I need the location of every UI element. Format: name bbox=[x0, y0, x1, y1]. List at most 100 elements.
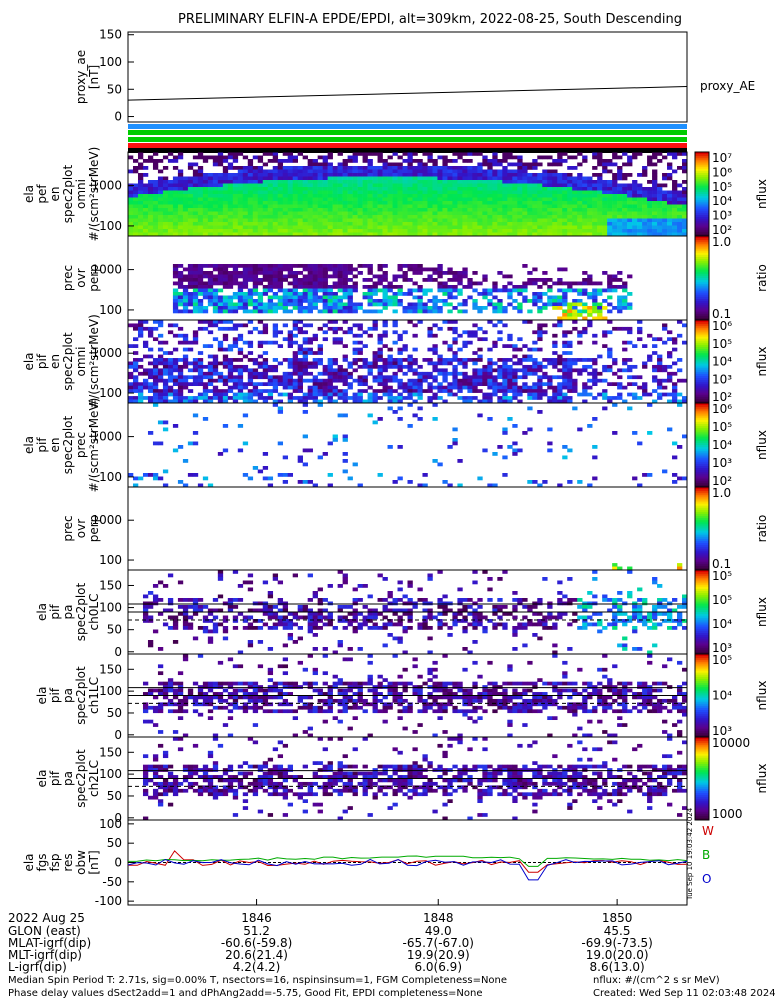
heatmap-cell bbox=[332, 225, 338, 230]
heatmap-cell bbox=[617, 566, 623, 571]
heatmap-cell bbox=[357, 302, 363, 307]
heatmap-cell bbox=[137, 323, 144, 328]
heatmap-cell bbox=[477, 476, 483, 481]
heatmap-cell bbox=[382, 375, 388, 380]
heatmap-cell bbox=[197, 378, 204, 383]
heatmap-cell bbox=[157, 218, 164, 223]
heatmap-cell bbox=[202, 396, 209, 400]
heatmap-cell bbox=[492, 452, 498, 456]
heatmap-cell bbox=[442, 399, 448, 404]
heatmap-cell bbox=[587, 232, 593, 237]
heatmap-cell bbox=[242, 285, 249, 289]
heatmap-cell bbox=[227, 302, 234, 307]
colorbar-cell bbox=[695, 154, 709, 157]
heatmap-cell bbox=[282, 215, 289, 219]
heatmap-cell bbox=[262, 211, 269, 216]
heatmap-cell bbox=[442, 215, 448, 219]
ylabel-line: ovr bbox=[74, 268, 88, 287]
heatmap-cell bbox=[137, 204, 144, 209]
heatmap-cell bbox=[362, 309, 368, 314]
heatmap-cell bbox=[347, 232, 353, 237]
heatmap-cell bbox=[232, 152, 239, 156]
heatmap-cell bbox=[627, 173, 633, 177]
heatmap-cell bbox=[227, 368, 234, 373]
heatmap-cell bbox=[327, 169, 333, 174]
heatmap-cell bbox=[632, 382, 638, 387]
heatmap-cell bbox=[147, 211, 154, 216]
heatmap-cell bbox=[237, 424, 244, 428]
heatmap-cell bbox=[272, 292, 279, 296]
heatmap-cell bbox=[532, 302, 538, 307]
heatmap-cell bbox=[187, 180, 194, 184]
heatmap-cell bbox=[422, 215, 428, 219]
colorbar-cell bbox=[695, 215, 709, 218]
heatmap-cell bbox=[372, 208, 378, 212]
heatmap-cell bbox=[502, 204, 508, 209]
heatmap-cell bbox=[232, 264, 239, 268]
heatmap-cell bbox=[327, 326, 333, 331]
heatmap-cell bbox=[462, 396, 468, 400]
heatmap-cell bbox=[502, 176, 508, 181]
heatmap-cell bbox=[377, 222, 383, 226]
heatmap-cell bbox=[202, 399, 209, 404]
heatmap-cell bbox=[152, 320, 159, 324]
heatmap-cell bbox=[672, 152, 678, 156]
heatmap-cell bbox=[177, 169, 184, 174]
heatmap-cell bbox=[212, 183, 219, 188]
heatmap-cell bbox=[402, 371, 408, 376]
heatmap-cell bbox=[407, 389, 413, 393]
heatmap-cell bbox=[332, 180, 338, 184]
heatmap-cell bbox=[142, 354, 149, 359]
heatmap-cell bbox=[232, 340, 239, 345]
heatmap-cell bbox=[502, 159, 508, 163]
heatmap-cell bbox=[237, 169, 244, 174]
heatmap-cell bbox=[537, 292, 543, 296]
heatmap-cell bbox=[187, 166, 194, 170]
heatmap-cell bbox=[582, 211, 588, 216]
heatmap-cell bbox=[212, 323, 219, 328]
heatmap-cell bbox=[362, 361, 368, 366]
heatmap-cell bbox=[647, 211, 653, 216]
heatmap-cell bbox=[672, 180, 678, 184]
heatmap-cell bbox=[157, 320, 164, 324]
heatmap-cell bbox=[492, 385, 498, 390]
heatmap-cell bbox=[237, 333, 244, 338]
heatmap-cell bbox=[147, 180, 154, 184]
heatmap-cell bbox=[362, 208, 368, 212]
heatmap-cell bbox=[562, 309, 568, 314]
heatmap-cell bbox=[247, 382, 254, 387]
heatmap-cell bbox=[472, 396, 478, 400]
heatmap-cell bbox=[302, 361, 308, 366]
heatmap-cell bbox=[517, 306, 523, 310]
heatmap-cell bbox=[397, 211, 403, 216]
heatmap-cell bbox=[602, 288, 608, 293]
heatmap-cell bbox=[442, 340, 448, 345]
heatmap-cell bbox=[447, 358, 453, 362]
heatmap-cell bbox=[307, 295, 313, 300]
heatmap-cell bbox=[342, 190, 348, 195]
heatmap-cell bbox=[322, 159, 328, 163]
heatmap-cell bbox=[297, 169, 303, 174]
heatmap-cell bbox=[332, 204, 338, 209]
heatmap-cell bbox=[667, 173, 673, 177]
heatmap-cell bbox=[292, 378, 298, 383]
heatmap-cell bbox=[427, 375, 433, 380]
heatmap-cell bbox=[317, 183, 323, 188]
heatmap-cell bbox=[442, 285, 448, 289]
heatmap-cell bbox=[447, 232, 453, 237]
heatmap-cell bbox=[267, 215, 274, 219]
heatmap-cell bbox=[562, 378, 568, 383]
heatmap-cell bbox=[362, 204, 368, 209]
heatmap-cell bbox=[587, 295, 593, 300]
heatmap-cell bbox=[197, 278, 204, 282]
heatmap-cell bbox=[432, 417, 438, 421]
heatmap-cell bbox=[337, 309, 343, 314]
colorbar-cell bbox=[695, 455, 709, 459]
heatmap-cell bbox=[387, 385, 393, 390]
heatmap-cell bbox=[177, 396, 184, 400]
heatmap-cell bbox=[137, 364, 144, 369]
heatmap-cell bbox=[482, 229, 488, 233]
heatmap-cell bbox=[132, 211, 139, 216]
heatmap-cell bbox=[552, 299, 558, 303]
heatmap-cell bbox=[382, 166, 388, 170]
